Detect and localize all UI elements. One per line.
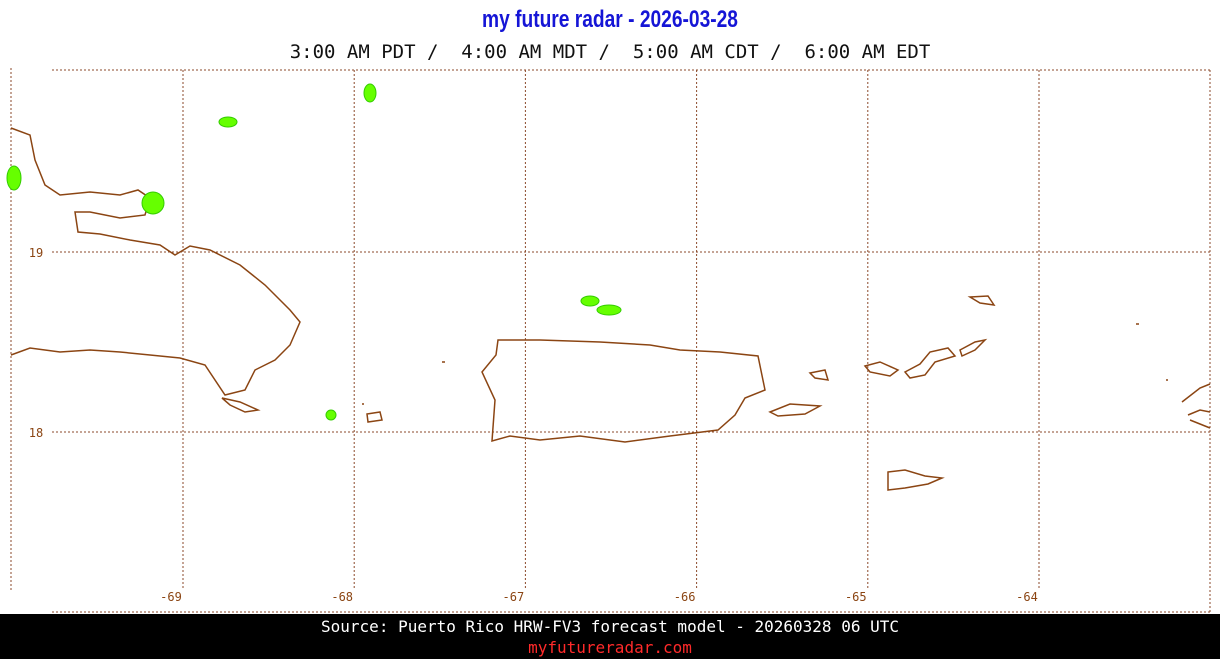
lon-label: -67: [503, 590, 525, 604]
map-frame: [10, 68, 1211, 613]
meridians: [182, 70, 1040, 590]
lat-label: 18: [29, 426, 43, 440]
lon-label: -68: [331, 590, 353, 604]
time-zones: 3:00 AM PDT / 4:00 AM MDT / 5:00 AM CDT …: [290, 41, 931, 63]
lon-label: -66: [674, 590, 696, 604]
footer-bar: [0, 614, 1220, 659]
axis-labels: -69 -68 -67 -66 -65 -64 19 18: [29, 246, 1038, 604]
lon-label: -69: [160, 590, 182, 604]
lat-label: 19: [29, 246, 43, 260]
coastlines: [10, 127, 1211, 491]
site-link[interactable]: myfutureradar.com: [528, 638, 692, 657]
radar-echoes: [6, 83, 622, 421]
lon-label: -65: [845, 590, 867, 604]
lon-label: -64: [1016, 590, 1038, 604]
title: my future radar - 2026-03-28: [482, 5, 738, 33]
source-text: Source: Puerto Rico HRW-FV3 forecast mod…: [321, 617, 899, 636]
